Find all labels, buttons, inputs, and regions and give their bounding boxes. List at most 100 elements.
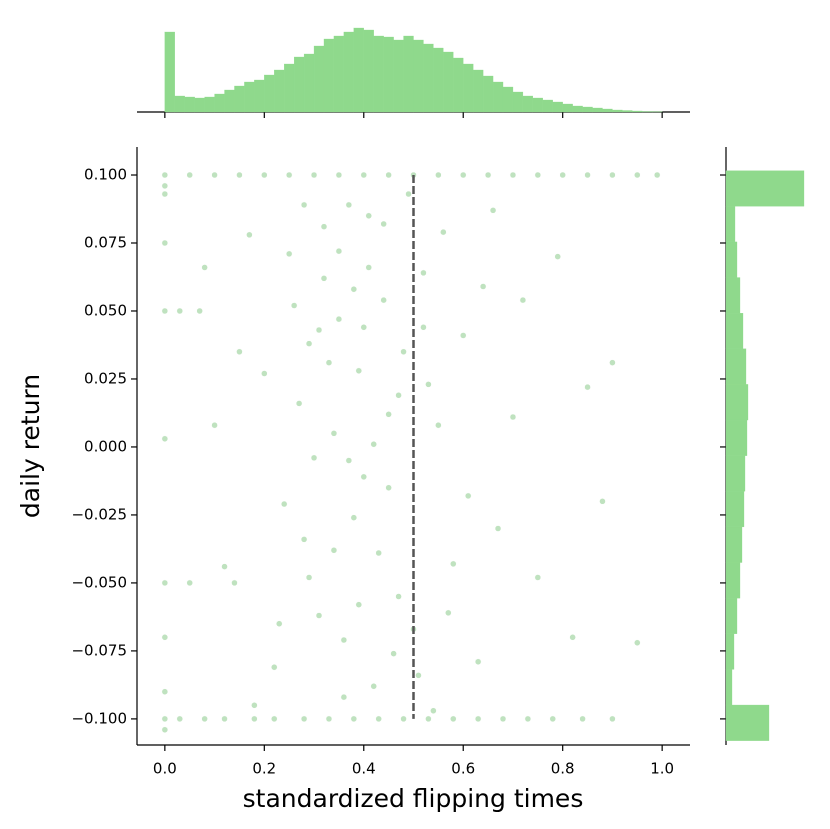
hist-bar bbox=[393, 39, 404, 113]
point bbox=[310, 454, 318, 462]
hist-bar bbox=[254, 79, 265, 113]
point bbox=[370, 683, 377, 690]
point bbox=[609, 715, 616, 723]
point bbox=[375, 715, 382, 723]
hist-bar bbox=[333, 35, 345, 113]
hist-bar bbox=[313, 45, 325, 113]
point bbox=[221, 563, 228, 570]
point bbox=[246, 231, 253, 239]
y-tick-label: 0.025 bbox=[84, 369, 127, 387]
x-tick-label: 0.8 bbox=[551, 760, 575, 778]
hist-bar bbox=[602, 108, 613, 113]
hist-bar bbox=[502, 86, 514, 113]
point bbox=[251, 702, 258, 709]
point bbox=[251, 715, 258, 723]
point bbox=[325, 359, 333, 366]
point bbox=[509, 171, 517, 179]
hist-bar bbox=[725, 633, 735, 670]
point bbox=[405, 190, 412, 198]
point bbox=[290, 302, 298, 309]
hist-bar bbox=[642, 111, 653, 113]
hist-bar bbox=[725, 170, 805, 207]
hist-bar bbox=[224, 89, 235, 113]
point bbox=[221, 715, 228, 723]
point bbox=[186, 579, 193, 587]
point bbox=[653, 171, 661, 179]
x-tick-label: 0.6 bbox=[451, 760, 475, 778]
hist-bar bbox=[204, 96, 215, 113]
point bbox=[201, 715, 208, 723]
point bbox=[549, 715, 556, 723]
hist-bar bbox=[423, 43, 434, 113]
point bbox=[524, 715, 532, 723]
y-tick-label: −0.075 bbox=[71, 641, 127, 659]
point bbox=[430, 707, 437, 714]
hist-bar bbox=[725, 384, 749, 421]
hist-bar bbox=[353, 27, 364, 113]
point bbox=[161, 579, 169, 587]
point bbox=[315, 612, 323, 619]
point bbox=[464, 492, 472, 500]
point bbox=[320, 275, 328, 282]
hist-bar bbox=[473, 69, 484, 113]
point bbox=[161, 307, 169, 315]
point bbox=[345, 201, 353, 209]
point bbox=[300, 201, 308, 209]
y-tick-label: −0.025 bbox=[71, 505, 127, 523]
point bbox=[365, 264, 372, 271]
point bbox=[634, 639, 641, 646]
hist-bar bbox=[725, 419, 748, 456]
point bbox=[261, 171, 268, 179]
y-tick-label: 0.100 bbox=[84, 166, 127, 184]
y-tick-label: 0.000 bbox=[84, 437, 127, 455]
point bbox=[425, 715, 432, 723]
hist-bar bbox=[725, 526, 743, 563]
hist-bar bbox=[373, 35, 384, 113]
point bbox=[300, 536, 308, 543]
point bbox=[345, 457, 353, 464]
hist-bar bbox=[443, 51, 454, 113]
point bbox=[435, 171, 442, 179]
hist-bar bbox=[343, 31, 354, 113]
point bbox=[435, 421, 442, 429]
point bbox=[569, 634, 576, 641]
point bbox=[474, 715, 482, 723]
hist-bar bbox=[284, 63, 295, 113]
point bbox=[211, 421, 218, 429]
hist-bar bbox=[293, 56, 305, 113]
point bbox=[360, 171, 368, 179]
point bbox=[196, 307, 203, 315]
hist-bar bbox=[482, 75, 494, 113]
point bbox=[420, 269, 427, 277]
point bbox=[420, 324, 427, 331]
point bbox=[380, 220, 387, 228]
point bbox=[554, 253, 561, 260]
point bbox=[355, 367, 363, 375]
hist-bar bbox=[463, 63, 474, 113]
hist-bar bbox=[622, 110, 633, 113]
point bbox=[280, 500, 288, 508]
point bbox=[425, 381, 432, 388]
point bbox=[325, 715, 333, 723]
hist-bar bbox=[725, 491, 745, 528]
point bbox=[161, 634, 169, 641]
point bbox=[330, 547, 338, 554]
point bbox=[161, 239, 169, 247]
hist-bar bbox=[725, 669, 733, 706]
x-tick-label: 0.0 bbox=[153, 760, 177, 778]
hist-bar bbox=[403, 35, 414, 113]
point bbox=[335, 171, 343, 179]
hist-bar bbox=[363, 29, 374, 113]
point bbox=[415, 672, 422, 679]
hist-bar bbox=[532, 97, 543, 113]
point bbox=[305, 340, 313, 347]
point bbox=[360, 473, 368, 481]
y-axis-label: daily return bbox=[16, 374, 45, 518]
point bbox=[380, 296, 387, 304]
point bbox=[340, 636, 348, 644]
point bbox=[285, 250, 293, 258]
point bbox=[534, 574, 542, 581]
point bbox=[186, 171, 193, 179]
hist-bar bbox=[264, 74, 275, 113]
hist-bar bbox=[512, 91, 524, 113]
